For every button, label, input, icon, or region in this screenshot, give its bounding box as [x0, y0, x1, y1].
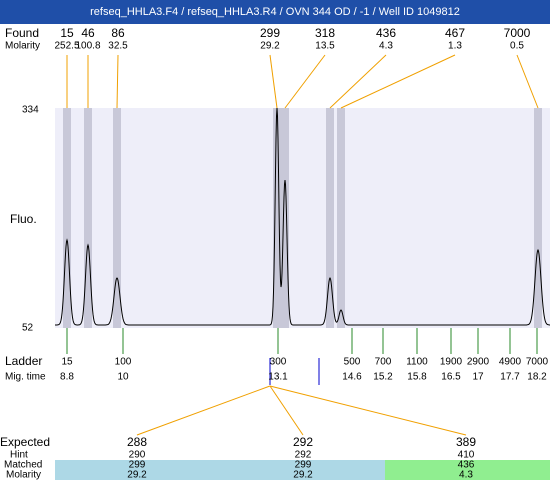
peak-size: 7000	[504, 26, 531, 40]
matched-molarity: 4.3	[459, 470, 473, 480]
peak-molarity: 100.8	[75, 41, 100, 52]
hint-size: 292	[295, 450, 312, 461]
molarity-label: Molarity	[6, 470, 41, 480]
expected-link	[136, 385, 271, 436]
ladder-time: 17	[472, 372, 484, 383]
peak-size: 467	[445, 26, 465, 40]
peak-band	[326, 108, 334, 328]
peak-molarity: 252.5	[54, 41, 79, 52]
peak-band	[113, 108, 121, 328]
ladder-size: 2900	[467, 357, 490, 368]
peak-link	[116, 54, 119, 109]
ladder-time: 14.6	[342, 372, 362, 383]
peak-band	[534, 108, 542, 328]
title: refseq_HHLA3.F4 / refseq_HHLA3.R4 / OVN …	[90, 6, 460, 18]
peak-molarity: 32.5	[108, 41, 128, 52]
ladder-time: 16.5	[441, 372, 461, 383]
y-label: Fluo.	[10, 212, 37, 226]
peak-molarity: 1.3	[448, 41, 462, 52]
peak-molarity: 0.5	[510, 41, 524, 52]
plot-area	[55, 108, 550, 328]
ladder-time: 18.2	[527, 372, 547, 383]
expected-size: 288	[127, 435, 147, 449]
ladder-size: 300	[270, 357, 287, 368]
ladder-time: 13.1	[268, 372, 288, 383]
expected-size: 389	[456, 435, 476, 449]
expected-link	[269, 385, 467, 436]
found-label: Found	[5, 26, 39, 40]
matched-size: 299	[295, 460, 312, 471]
matched-molarity: 29.2	[127, 470, 147, 480]
matched-bg	[55, 460, 385, 480]
hint-size: 410	[458, 450, 475, 461]
hint-size: 290	[129, 450, 146, 461]
peak-link	[340, 54, 456, 109]
peak-molarity: 4.3	[379, 41, 393, 52]
peak-link	[269, 54, 278, 109]
ladder-time: 15.2	[373, 372, 393, 383]
ladder-size: 15	[61, 357, 73, 368]
expected-link	[269, 385, 304, 436]
ladder-size: 4900	[499, 357, 522, 368]
ladder-size: 700	[375, 357, 392, 368]
molarity-label: Molarity	[5, 41, 40, 52]
ladder-time: 8.8	[60, 372, 74, 383]
y-max: 334	[22, 105, 39, 116]
peak-size: 436	[376, 26, 396, 40]
matched-label: Matched	[4, 460, 42, 471]
peak-molarity: 29.2	[260, 41, 280, 52]
mig-time-label: Mig. time	[5, 372, 46, 383]
title-bar	[0, 0, 550, 24]
peak-band	[281, 108, 289, 328]
peak-molarity: 13.5	[315, 41, 335, 52]
ladder-size: 500	[344, 357, 361, 368]
peak-band	[337, 108, 345, 328]
matched-size: 299	[129, 460, 146, 471]
ladder-size: 100	[115, 357, 132, 368]
trace	[55, 107, 550, 326]
matched-size: 436	[458, 460, 475, 471]
matched-bg	[385, 460, 550, 480]
ladder-time: 15.8	[407, 372, 427, 383]
peak-link	[329, 54, 387, 109]
peak-link	[516, 54, 539, 109]
peak-link	[284, 54, 326, 109]
peak-band	[84, 108, 92, 328]
matched-molarity: 29.2	[293, 470, 313, 480]
y-min: 52	[22, 323, 34, 334]
ladder-size: 1100	[406, 357, 428, 368]
ladder-size: 1900	[440, 357, 463, 368]
peak-size: 318	[315, 26, 335, 40]
peak-size: 299	[260, 26, 280, 40]
ladder-time: 10	[117, 372, 129, 383]
peak-band	[273, 108, 281, 328]
ladder-size: 7000	[526, 357, 549, 368]
ladder-time: 17.7	[500, 372, 520, 383]
peak-size: 46	[81, 26, 95, 40]
expected-size: 292	[293, 435, 313, 449]
peak-size: 15	[60, 26, 74, 40]
expected-label: Expected	[0, 435, 50, 449]
peak-size: 86	[111, 26, 125, 40]
hint-label: Hint	[10, 450, 28, 461]
ladder-label: Ladder	[5, 354, 42, 368]
peak-band	[63, 108, 71, 328]
